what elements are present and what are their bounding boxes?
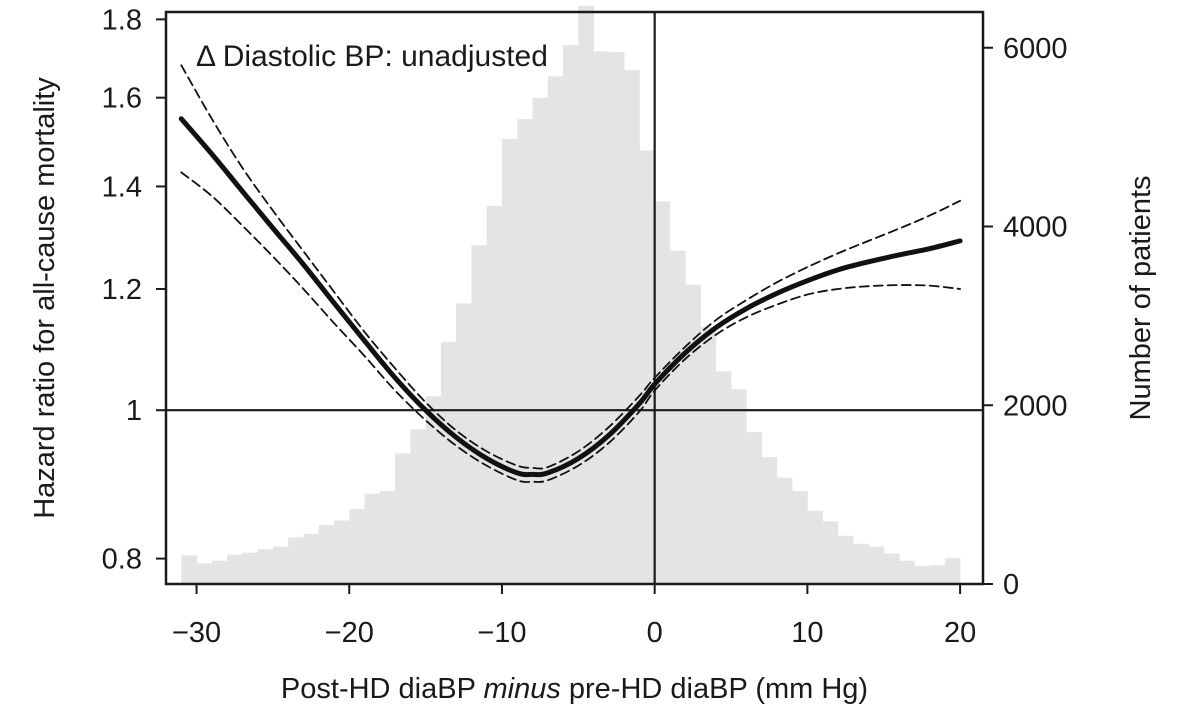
histogram-bar	[669, 250, 686, 584]
histogram-bar	[944, 558, 961, 584]
histogram-bar	[822, 521, 839, 584]
histogram-bar	[654, 201, 671, 584]
histogram-bar	[303, 533, 320, 584]
histogram-bars	[181, 5, 961, 585]
histogram-bar	[593, 51, 610, 584]
histogram-bar	[333, 520, 350, 584]
histogram-bar	[379, 491, 396, 584]
y-right-tick-label: 4000	[1003, 212, 1068, 244]
histogram-bar	[471, 245, 488, 585]
hazard-curves	[178, 64, 963, 483]
y-axis-right-title: Number of patients	[1125, 175, 1157, 420]
histogram-bar	[837, 535, 854, 584]
x-tick-label: 20	[944, 617, 976, 649]
x-tick-label: 0	[647, 617, 663, 649]
histogram-bar	[501, 138, 518, 584]
y-left-tick-label: 1.6	[102, 83, 142, 115]
histogram-bar	[257, 549, 274, 584]
upper-confidence-band-line	[180, 64, 961, 470]
histogram-bar	[883, 553, 900, 584]
histogram-bar	[868, 546, 885, 584]
y-right-tick-label: 2000	[1003, 390, 1068, 422]
histogram-bar	[700, 326, 717, 584]
histogram-bar	[761, 457, 778, 584]
histogram-bar	[227, 554, 243, 584]
x-axis-title-italic: minus	[483, 673, 560, 705]
histogram-bar	[196, 563, 213, 584]
histogram-bar	[899, 560, 915, 584]
histogram-bar	[807, 510, 824, 584]
histogram-bar	[731, 389, 747, 584]
x-tick-label: −20	[325, 617, 374, 649]
histogram-bar	[440, 341, 457, 584]
histogram-bar	[914, 566, 930, 584]
histogram-bar	[395, 453, 411, 584]
histogram-bar	[547, 76, 564, 584]
histogram-bar	[853, 543, 869, 584]
plot-frame	[164, 10, 985, 586]
histogram-bar	[685, 284, 701, 584]
histogram-bar	[624, 70, 640, 584]
y-axis-left-title: Hazard ratio for all-cause mortality	[29, 77, 61, 519]
y-left-tick-label: 1.4	[102, 171, 142, 203]
y-left-tick-label: 0.8	[102, 544, 142, 576]
histogram-bar	[792, 491, 808, 584]
axis-ticks: −30 −20 −10 0 10 20 0.8 1 1.2 1.4 1.6 1.8 0 2000 4000 6…	[102, 4, 1068, 649]
x-axis-title: Post-HD diaBP minus pre-HD diaBP (mm Hg)	[281, 673, 868, 705]
histogram-bar	[486, 205, 503, 584]
histogram-bar	[425, 396, 442, 584]
histogram-bar	[776, 477, 793, 584]
reference-lines	[166, 12, 983, 584]
histogram-bar	[318, 525, 335, 584]
x-tick-label: 10	[791, 617, 823, 649]
y-left-tick-label: 1.2	[102, 274, 142, 306]
histogram-bar	[364, 493, 381, 584]
chart-annotation: Δ Diastolic BP: unadjusted	[196, 40, 548, 73]
histogram-bar	[608, 52, 625, 584]
histogram-bar	[746, 432, 762, 584]
histogram-bar	[272, 546, 289, 584]
y-right-tick-label: 0	[1003, 569, 1019, 601]
histogram-bar	[563, 45, 579, 585]
histogram-bar	[349, 508, 365, 584]
lower-confidence-band-line	[180, 171, 961, 483]
histogram-bar	[181, 555, 197, 584]
histogram-bar	[715, 371, 732, 584]
y-left-tick-label: 1	[126, 395, 142, 427]
histogram-bar	[288, 537, 304, 584]
histogram-bar	[242, 552, 259, 584]
y-right-tick-label: 6000	[1003, 33, 1068, 65]
histogram-bar	[211, 560, 228, 584]
histogram-bar	[532, 97, 549, 585]
x-axis-title-part2: pre-HD diaBP (mm Hg)	[561, 673, 868, 705]
histogram-bar	[517, 119, 533, 584]
x-tick-label: −10	[477, 617, 526, 649]
histogram-bar	[410, 429, 427, 584]
histogram-bar	[929, 565, 946, 584]
x-tick-label: −30	[172, 617, 221, 649]
histogram-bar	[578, 5, 594, 584]
y-left-tick-label: 1.8	[102, 4, 142, 36]
x-axis-title-part1: Post-HD diaBP	[281, 673, 484, 705]
hazard-ratio-line	[178, 116, 963, 478]
histogram-bar	[639, 150, 656, 584]
